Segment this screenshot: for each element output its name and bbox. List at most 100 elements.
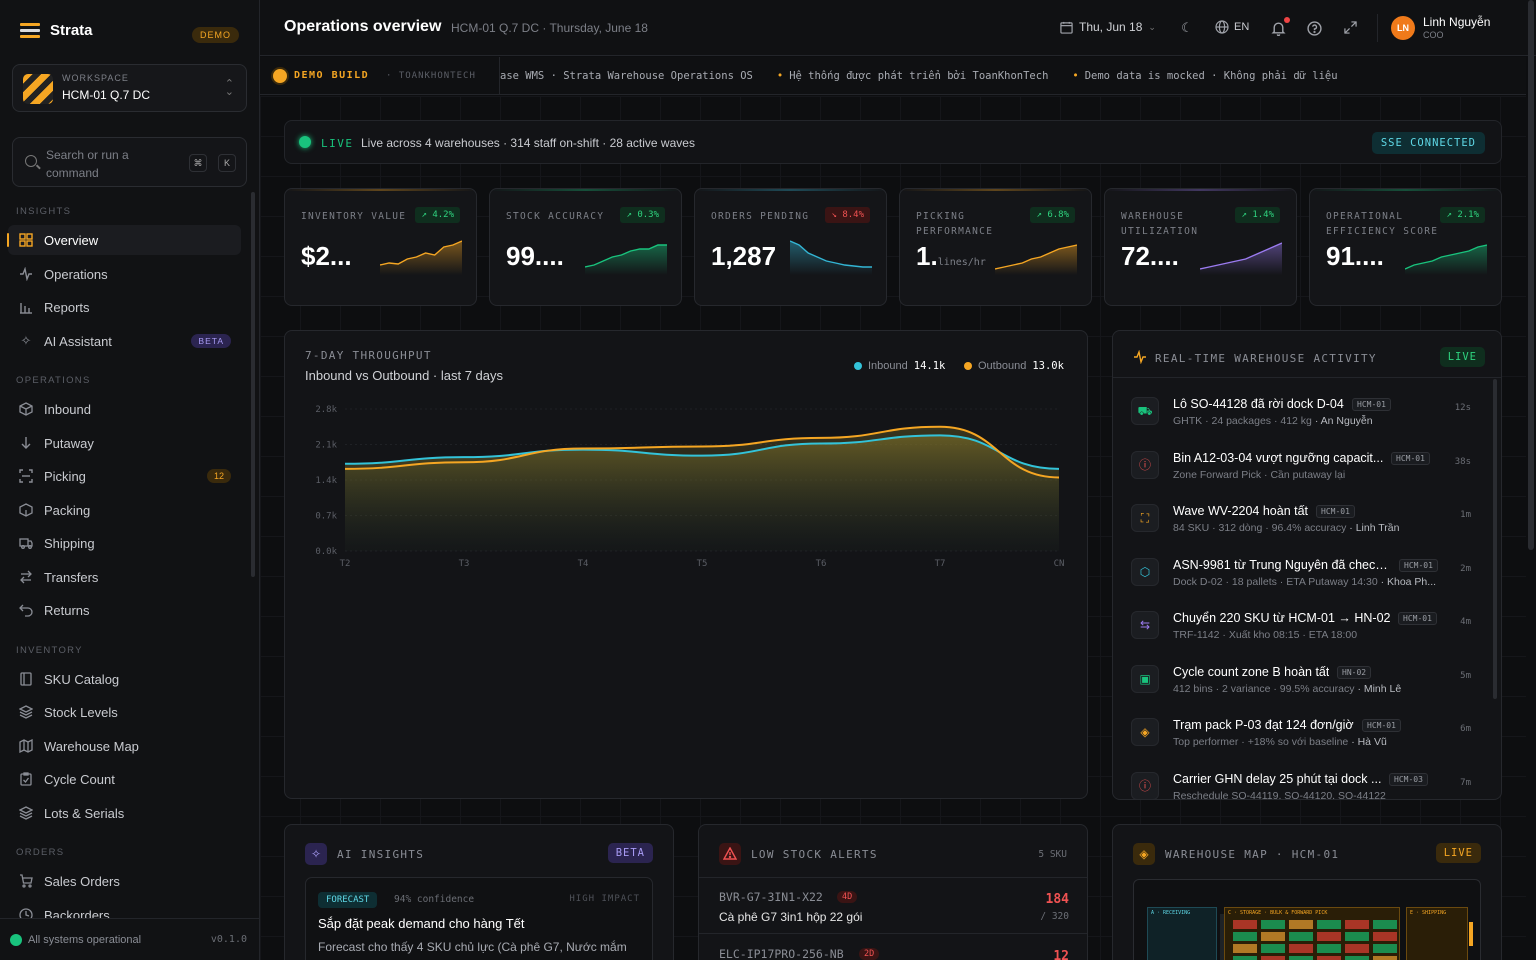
zone-storage[interactable]: C · STORAGE · BULK & FORWARD PICK [1224, 907, 1400, 960]
sidebar-item-shipping[interactable]: Shipping [8, 528, 241, 558]
warehouse-map-panel: ◈ WAREHOUSE MAP · HCM-01 LIVE A · RECEIV… [1112, 824, 1502, 960]
user-name[interactable]: Linh Nguyễn [1423, 15, 1491, 29]
activity-item[interactable]: ⓘ Bin A12-03-04 vượt ngưỡng capacit... H… [1131, 450, 1471, 501]
rack-cell[interactable] [1233, 932, 1257, 941]
kpi-card[interactable]: PICKING PERFORMANCE ↗ 6.8% 1.lines/hr [899, 188, 1092, 306]
rack-cell[interactable] [1317, 956, 1341, 960]
sidebar-scrollbar[interactable] [251, 192, 255, 577]
rack-cell[interactable] [1233, 944, 1257, 953]
kpi-card[interactable]: OPERATIONAL EFFICIENCY SCORE ↗ 2.1% 91..… [1309, 188, 1502, 306]
sidebar-item-reports[interactable]: Reports [8, 292, 241, 322]
activity-item[interactable]: ⛶ Wave WV-2204 hoàn tất HCM-01 84 SKU · … [1131, 504, 1471, 554]
command-search[interactable]: Search or run a command ⌘ K [12, 137, 247, 187]
expand-icon[interactable] [1341, 19, 1359, 37]
legend-outbound[interactable]: Outbound 13.0k [964, 360, 1064, 372]
insight-card[interactable]: FORECAST 94% confidence HIGH IMPACT Sắp … [305, 877, 653, 960]
activity-item[interactable]: ⛟ Lô SO-44128 đã rời dock D-04 HCM-01 GH… [1131, 397, 1471, 447]
activity-scrollbar[interactable] [1493, 379, 1497, 699]
low-stock-row[interactable]: ELC-IP17PRO-256-NB 2D 12 [699, 933, 1087, 960]
rack-cell[interactable] [1233, 920, 1257, 929]
low-stock-row[interactable]: BVR-G7-3IN1-X22 4D Cà phê G7 3in1 hộp 22… [699, 877, 1087, 933]
sidebar-item-operations[interactable]: Operations [8, 259, 241, 289]
warning-icon [719, 843, 741, 865]
sparkline-line [585, 244, 667, 268]
y-tick-label: 0.7k [315, 512, 337, 522]
zone-receiving[interactable]: A · RECEIVING [1147, 907, 1217, 960]
throughput-chart[interactable]: 0.0k 0.7k 1.4k 2.1k 2.8k T2 T3 T4 T5 T6 T7 CN [285, 331, 1089, 800]
demo-build-label: DEMO BUILD [294, 70, 370, 81]
rack-cell[interactable] [1261, 932, 1285, 941]
sidebar-item-sales-orders[interactable]: Sales Orders [8, 866, 241, 896]
sidebar-item-inbound[interactable]: Inbound [8, 394, 241, 424]
sidebar-item-putaway[interactable]: Putaway [8, 428, 241, 458]
sidebar-item-warehouse-map[interactable]: Warehouse Map [8, 731, 241, 761]
legend-inbound[interactable]: Inbound 14.1k [854, 360, 945, 372]
theme-toggle-moon-icon[interactable]: ☾ [1181, 20, 1193, 35]
workspace-label: WORKSPACE [62, 73, 129, 83]
sidebar-item-stock-levels[interactable]: Stock Levels [8, 697, 241, 727]
rack-cell[interactable] [1289, 920, 1313, 929]
page-scrollbar[interactable] [1528, 0, 1534, 550]
rack-cell[interactable] [1345, 956, 1369, 960]
rack-cell[interactable] [1289, 932, 1313, 941]
clipboard-icon: ▣ [1131, 664, 1159, 693]
activity-item[interactable]: ⬡ ASN-9981 từ Trung Nguyên đã check... H… [1131, 557, 1471, 608]
kpi-sparkline [790, 240, 872, 275]
insight-heading: Sắp đặt peak demand cho hàng Tết [318, 916, 525, 931]
sparkline-line [1405, 244, 1487, 270]
activity-item[interactable]: ◈ Trạm pack P-03 đạt 124 đơn/giờ HCM-01 … [1131, 718, 1471, 768]
sidebar-item-label: Overview [44, 232, 99, 248]
workspace-switcher[interactable]: WORKSPACE HCM-01 Q.7 DC ⌃ ⌄ [12, 64, 247, 112]
rack-cell[interactable] [1317, 944, 1341, 953]
rack-cell[interactable] [1373, 932, 1397, 941]
rack-cell[interactable] [1345, 932, 1369, 941]
bell-icon[interactable] [1269, 19, 1287, 37]
sidebar-item-packing[interactable]: Packing [8, 495, 241, 525]
divider [1377, 14, 1378, 42]
sidebar-item-picking[interactable]: Picking 12 [8, 461, 241, 491]
activity-title: Lô SO-44128 đã rời dock D-04 [1173, 397, 1344, 411]
rack-cell[interactable] [1289, 956, 1313, 960]
rack-cell[interactable] [1317, 920, 1341, 929]
sidebar-item-returns[interactable]: Returns [8, 595, 241, 625]
rack-cell[interactable] [1373, 944, 1397, 953]
rack-cell[interactable] [1289, 944, 1313, 953]
kpi-card[interactable]: INVENTORY VALUE ↗ 4.2% $2... [284, 188, 477, 306]
sparkles-icon: ✧ [20, 333, 32, 348]
help-icon[interactable] [1305, 19, 1323, 37]
rack-cell[interactable] [1345, 944, 1369, 953]
rack-cell[interactable] [1345, 920, 1369, 929]
kpi-card[interactable]: WAREHOUSE UTILIZATION ↗ 1.4% 72.... [1104, 188, 1297, 306]
sidebar-item-overview[interactable]: Overview [7, 225, 241, 255]
activity-subtitle: 84 SKU · 312 dòng · 96.4% accuracy · Lin… [1173, 522, 1399, 534]
rack-cell[interactable] [1317, 932, 1341, 941]
kpi-card[interactable]: STOCK ACCURACY ↗ 0.3% 99.... [489, 188, 682, 306]
kpi-value-text: 72.... [1121, 241, 1179, 271]
sidebar-item-transfers[interactable]: Transfers [8, 562, 241, 592]
activity-item[interactable]: ⇆ Chuyển 220 SKU từ HCM-01 → HN-02 HCM-0… [1131, 611, 1471, 661]
rack-cell[interactable] [1261, 920, 1285, 929]
rack-cell[interactable] [1261, 956, 1285, 960]
rack-cell[interactable] [1233, 956, 1257, 960]
language-switcher[interactable]: EN [1215, 20, 1249, 34]
brand[interactable]: Strata [20, 22, 93, 39]
sidebar-item-sku-catalog[interactable]: SKU Catalog [8, 664, 241, 694]
kpi-sparkline [380, 240, 462, 275]
activity-time: 6m [1460, 724, 1471, 734]
kpi-card[interactable]: ORDERS PENDING ↘ 8.4% 1,287 [694, 188, 887, 306]
box-icon: ◈ [1133, 843, 1155, 865]
activity-item[interactable]: ▣ Cycle count zone B hoàn tất HN-02 412 … [1131, 664, 1471, 715]
sidebar-item-cycle-count[interactable]: Cycle Count [8, 764, 241, 794]
kpi-value: 72.... [1121, 241, 1179, 272]
date-picker[interactable]: Thu, Jun 18 ⌄ [1060, 20, 1156, 34]
activity-item[interactable]: ⓘ Carrier GHN delay 25 phút tại dock ...… [1131, 771, 1471, 799]
sidebar-item-lots-serials[interactable]: Lots & Serials [8, 798, 241, 828]
rack-cell[interactable] [1373, 956, 1397, 960]
x-tick-label: T6 [816, 559, 827, 569]
sidebar-item-ai-assistant[interactable]: ✧ AI Assistant BETA [8, 326, 241, 356]
warehouse-map[interactable]: A · RECEIVING C · STORAGE · BULK & FORWA… [1133, 879, 1481, 960]
rack-cell[interactable] [1261, 944, 1285, 953]
zone-shipping[interactable]: E · SHIPPING [1406, 907, 1468, 960]
rack-cell[interactable] [1373, 920, 1397, 929]
avatar[interactable]: LN [1391, 16, 1415, 40]
